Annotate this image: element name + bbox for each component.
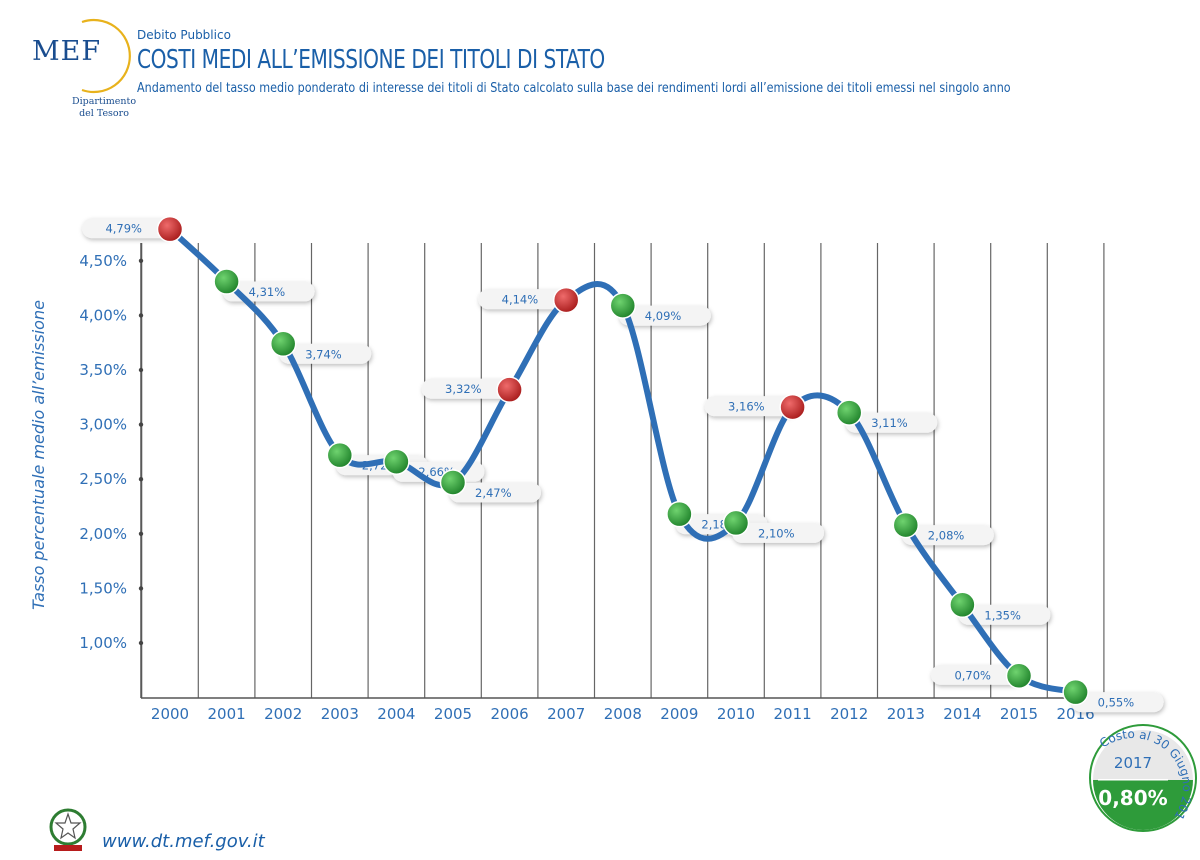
y-tick-label: 4,50% — [79, 252, 127, 270]
x-tick-label: 2010 — [717, 705, 755, 723]
data-point — [496, 376, 523, 403]
x-tick-label: 2004 — [377, 705, 415, 723]
value-label-bg — [478, 289, 571, 310]
value-label-bg — [931, 664, 1023, 685]
x-tick-label: 2008 — [604, 705, 642, 723]
badge-value: 0,80% — [1098, 786, 1167, 810]
value-label: 2,08% — [928, 529, 965, 543]
value-label-bg — [449, 482, 541, 503]
value-label: 3,74% — [305, 347, 342, 361]
value-label: 4,31% — [249, 285, 286, 299]
x-tick-label: 2009 — [660, 705, 698, 723]
data-point — [552, 286, 580, 314]
logo-dept-line1: Dipartimento — [71, 96, 137, 107]
data-point — [156, 215, 184, 243]
y-tick-dot — [138, 367, 144, 373]
y-tick-dot — [138, 586, 144, 591]
x-tick-label: 2012 — [830, 705, 868, 723]
x-tick-label: 2015 — [1000, 705, 1038, 723]
x-tick-label: 2001 — [208, 705, 246, 723]
data-point — [666, 500, 693, 528]
y-tick-dot — [138, 422, 144, 427]
data-point — [326, 441, 354, 469]
y-tick-label: 2,00% — [79, 525, 127, 543]
y-tick-dot — [138, 531, 144, 536]
value-label: 2,10% — [758, 526, 795, 540]
data-point — [779, 393, 806, 421]
badge-fill — [1093, 780, 1193, 830]
data-point — [949, 591, 976, 619]
value-label: 3,32% — [445, 382, 482, 396]
value-label: 4,79% — [105, 222, 142, 236]
value-label: 1,35% — [984, 608, 1021, 622]
value-label-bg — [421, 378, 514, 399]
value-label-bg — [82, 218, 174, 239]
value-label-bg — [618, 305, 711, 326]
y-tick-dot — [138, 258, 144, 263]
y-tick-label: 3,00% — [79, 416, 127, 434]
value-label-bg — [1071, 692, 1164, 713]
page-kicker: Debito Pubblico — [137, 28, 231, 42]
data-point — [835, 399, 863, 426]
y-tick-label: 1,50% — [79, 579, 127, 597]
y-tick-label: 2,50% — [79, 470, 127, 488]
republic-emblem-icon — [49, 808, 87, 851]
y-tick-label: 3,50% — [79, 361, 127, 379]
badge-caption: Costo al 30 Giugno 2017 — [0, 0, 1194, 822]
logo-arc-icon — [81, 18, 131, 94]
badge-year: 2017 — [1114, 754, 1152, 772]
logo-dept-line2: del Tesoro — [79, 108, 129, 119]
page-title: COSTI MEDI ALL’EMISSIONE DEI TITOLI DI S… — [137, 45, 605, 75]
x-tick-label: 2003 — [321, 705, 359, 723]
value-label: 0,70% — [954, 668, 991, 682]
y-axis-label: Tasso percentuale medio all’emissione — [29, 300, 48, 610]
logo-department: Dipartimento del Tesoro — [64, 96, 144, 120]
data-point — [1062, 678, 1089, 706]
x-tick-label: 2002 — [264, 705, 302, 723]
data-point — [383, 448, 410, 475]
value-label-bg — [845, 412, 938, 433]
x-tick-label: 2011 — [774, 705, 812, 723]
data-point — [892, 511, 920, 539]
x-tick-label: 2007 — [547, 705, 585, 723]
x-tick-label: 2000 — [151, 705, 189, 723]
y-tick-dot — [138, 313, 144, 318]
value-label: 3,11% — [871, 416, 908, 430]
x-tick-label: 2005 — [434, 705, 472, 723]
data-point — [269, 330, 297, 358]
data-point — [439, 469, 467, 496]
logo-text: MEF — [32, 36, 102, 67]
x-tick-label: 2014 — [943, 705, 981, 723]
x-tick-label: 2013 — [887, 705, 925, 723]
value-label: 4,14% — [502, 293, 539, 307]
data-point — [609, 292, 637, 319]
y-tick-dot — [138, 477, 144, 482]
value-label-bg — [279, 343, 372, 364]
x-tick-label: 2006 — [491, 705, 529, 723]
badge-top — [1093, 730, 1193, 780]
value-label: 4,09% — [645, 309, 682, 323]
value-label-bg — [732, 522, 824, 543]
data-point — [1005, 662, 1033, 690]
footer-url-link[interactable]: www.dt.mef.gov.it — [102, 831, 265, 852]
value-label-bg — [901, 525, 994, 546]
badge-divider — [1098, 779, 1168, 781]
data-point — [722, 509, 750, 537]
value-label-bg — [958, 604, 1051, 625]
page-subtitle: Andamento del tasso medio ponderato di i… — [137, 81, 1011, 96]
value-label-bg — [704, 396, 797, 417]
y-tick-label: 4,00% — [79, 306, 127, 324]
value-label: 2,47% — [475, 486, 512, 500]
data-point — [213, 268, 240, 295]
value-label: 0,55% — [1098, 696, 1135, 710]
y-tick-dot — [138, 640, 144, 646]
y-tick-label: 1,00% — [79, 634, 127, 652]
mef-logo: MEF Dipartimento del Tesoro — [22, 12, 137, 122]
value-label: 3,16% — [728, 400, 765, 414]
